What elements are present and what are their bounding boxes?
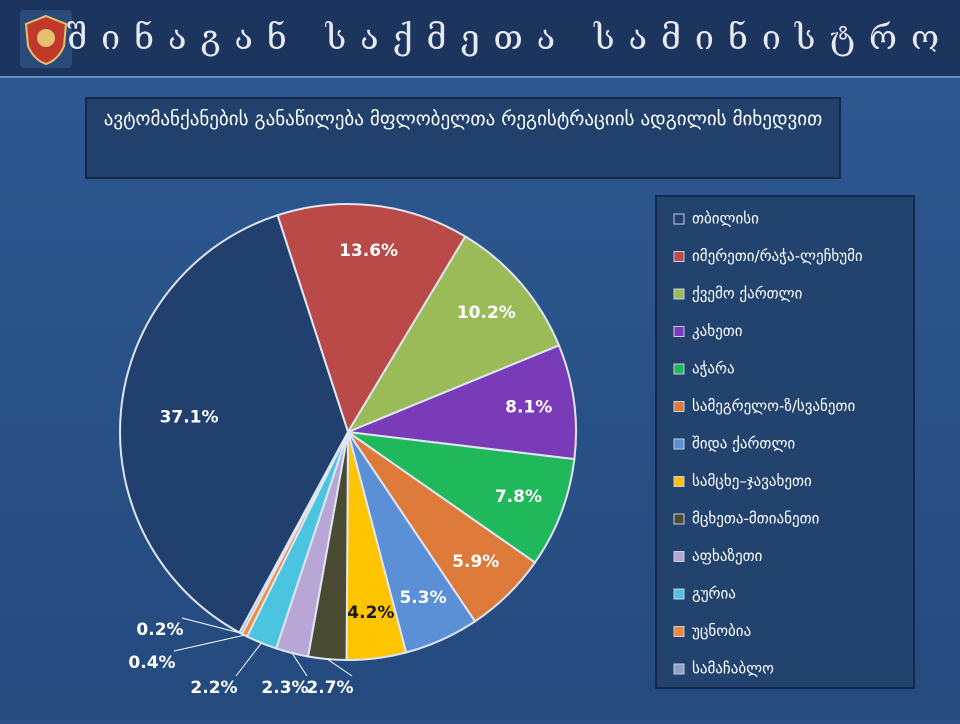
legend-label: სამცხე–ჯავახეთი: [692, 472, 812, 490]
leader-line: [326, 658, 353, 677]
legend-swatch: [673, 513, 685, 525]
legend-swatch: [673, 363, 685, 375]
data-label: 10.2%: [457, 303, 516, 323]
leader-line: [235, 642, 262, 677]
legend-label: ქვემო ქართლი: [692, 285, 803, 303]
data-label: 0.4%: [128, 653, 175, 673]
chart-title: ავტომანქანების განაწილება მფლობელთა რეგი…: [103, 108, 823, 130]
pie-slice: [347, 431, 576, 564]
legend-label: შიდა ქართლი: [692, 435, 795, 453]
legend-swatch: [673, 401, 685, 412]
leader-line: [181, 617, 241, 634]
legend-label: აფხაზეთი: [692, 547, 763, 565]
header-title: შინაგან საქმეთა სამინისტრო: [67, 18, 953, 58]
legend-label: თბილისი: [692, 210, 759, 228]
legend-label: მცხეთა-მთიანეთი: [692, 510, 820, 528]
legend-label: სამაჩაბლო: [692, 660, 774, 678]
data-label: 2.3%: [261, 678, 308, 698]
data-label: 8.1%: [505, 397, 552, 417]
legend-box: [655, 195, 915, 689]
legend-swatch: [673, 663, 685, 675]
title-box: [85, 97, 841, 179]
data-label: 13.6%: [339, 241, 398, 261]
pie-slice: [344, 344, 577, 461]
header-bar: [0, 0, 960, 76]
legend-swatch: [673, 213, 685, 225]
legend-swatch: [673, 326, 685, 337]
legend-swatch: [673, 588, 685, 600]
pie-slice: [119, 213, 350, 634]
data-label: 5.3%: [399, 588, 446, 608]
pie-slice: [276, 203, 467, 435]
legend-swatch: [673, 476, 685, 487]
legend-swatch: [673, 288, 685, 300]
data-label: 2.7%: [306, 678, 353, 698]
data-label: 0.2%: [136, 620, 183, 640]
legend-swatch: [673, 626, 685, 637]
legend-swatch: [673, 251, 685, 262]
legend-label: სამეგრელო-ზ/სვანეთი: [692, 397, 856, 415]
data-label: 37.1%: [160, 407, 219, 427]
data-label: 4.2%: [347, 603, 394, 623]
data-label: 5.9%: [452, 552, 499, 572]
title-wrap: ავტომანქანების განაწილება მფლობელთა რეგი…: [103, 108, 823, 130]
legend-label: კახეთი: [692, 322, 743, 340]
leader-line: [173, 634, 245, 652]
legend-label: იმერეთი/რაჭა-ლეჩხუმი: [692, 247, 863, 265]
pie-slice: [345, 235, 561, 435]
logo: [20, 10, 72, 68]
legend-label: აჭარა: [692, 360, 735, 378]
data-label: 2.2%: [190, 678, 237, 698]
data-label: 7.8%: [495, 487, 542, 507]
legend-label: გურია: [692, 585, 736, 603]
legend-label: უცნობია: [692, 622, 751, 640]
legend-swatch: [673, 551, 685, 562]
leader-line: [291, 652, 308, 677]
legend-swatch: [673, 438, 685, 450]
